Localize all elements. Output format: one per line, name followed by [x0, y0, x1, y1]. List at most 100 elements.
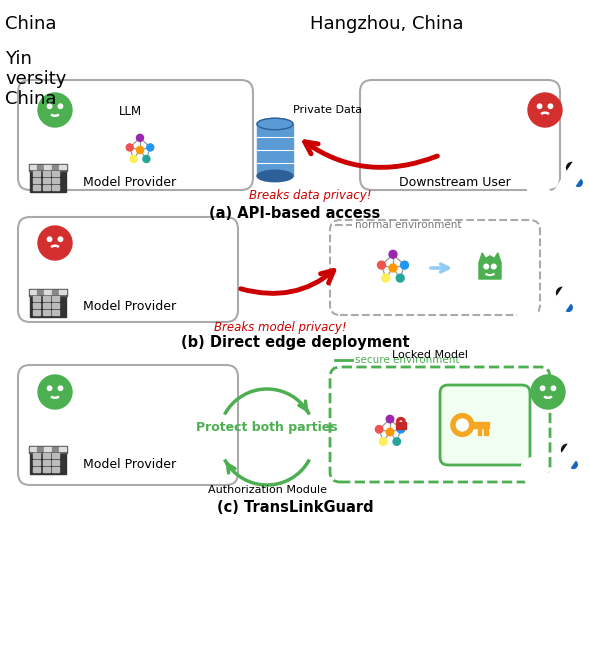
FancyBboxPatch shape: [330, 367, 550, 482]
Text: Private Data: Private Data: [293, 105, 362, 115]
Bar: [51, 291, 58, 294]
Polygon shape: [491, 253, 501, 263]
Bar: [42, 467, 50, 472]
Circle shape: [58, 386, 63, 391]
Circle shape: [38, 226, 72, 260]
Circle shape: [136, 135, 143, 141]
Bar: [58, 166, 65, 168]
Text: Protect both parties: Protect both parties: [196, 421, 338, 434]
Bar: [42, 178, 50, 183]
Bar: [31, 166, 37, 168]
Bar: [51, 166, 58, 168]
Text: secure environment: secure environment: [355, 355, 460, 365]
Circle shape: [565, 304, 572, 311]
Text: Model Provider: Model Provider: [83, 458, 176, 471]
Circle shape: [393, 438, 401, 445]
Circle shape: [548, 104, 553, 109]
Bar: [31, 447, 37, 450]
Circle shape: [379, 438, 387, 445]
Text: Hangzhou, China: Hangzhou, China: [310, 15, 464, 33]
Bar: [33, 171, 40, 176]
Bar: [42, 310, 50, 315]
FancyBboxPatch shape: [360, 80, 560, 190]
Circle shape: [540, 386, 545, 391]
Bar: [33, 453, 40, 458]
Circle shape: [47, 104, 52, 109]
Bar: [52, 178, 59, 183]
Circle shape: [566, 162, 578, 174]
Circle shape: [143, 155, 150, 162]
Bar: [52, 304, 59, 308]
Bar: [44, 447, 51, 450]
Circle shape: [528, 93, 562, 127]
Bar: [33, 178, 40, 183]
Circle shape: [378, 261, 385, 269]
Bar: [52, 310, 59, 315]
FancyBboxPatch shape: [330, 220, 540, 315]
Circle shape: [401, 261, 408, 269]
Bar: [42, 460, 50, 465]
FancyBboxPatch shape: [18, 365, 238, 485]
Text: (a) API-based access: (a) API-based access: [209, 205, 381, 220]
Circle shape: [386, 428, 394, 436]
Bar: [42, 171, 50, 176]
Bar: [396, 422, 406, 428]
Ellipse shape: [257, 118, 293, 130]
Circle shape: [556, 287, 568, 298]
Circle shape: [47, 386, 52, 391]
Bar: [44, 291, 51, 294]
Circle shape: [382, 274, 390, 282]
Bar: [33, 296, 40, 301]
Bar: [31, 293, 65, 317]
Bar: [29, 445, 67, 452]
Circle shape: [58, 104, 63, 109]
Text: versity: versity: [5, 70, 66, 88]
Text: Authorization Module: Authorization Module: [208, 485, 326, 495]
Circle shape: [575, 179, 582, 187]
Circle shape: [375, 426, 383, 433]
Bar: [42, 185, 50, 190]
Text: ✓: ✓: [494, 86, 590, 280]
Bar: [51, 447, 58, 450]
FancyBboxPatch shape: [18, 80, 253, 190]
Text: (b) Direct edge deployment: (b) Direct edge deployment: [181, 335, 409, 350]
Bar: [31, 168, 65, 192]
Bar: [29, 164, 67, 170]
Circle shape: [484, 265, 489, 269]
FancyBboxPatch shape: [18, 217, 238, 322]
Text: normal environment: normal environment: [355, 220, 461, 230]
Text: Model Provider: Model Provider: [83, 176, 176, 188]
Text: ✓: ✓: [484, 211, 590, 404]
Circle shape: [130, 155, 137, 162]
Bar: [58, 447, 65, 450]
Circle shape: [389, 264, 397, 272]
Bar: [31, 291, 37, 294]
Text: ✓: ✓: [490, 367, 590, 562]
Text: LLM: LLM: [119, 105, 142, 118]
Bar: [477, 428, 481, 436]
Text: Downstream User: Downstream User: [399, 176, 511, 188]
Circle shape: [551, 386, 556, 391]
Bar: [52, 460, 59, 465]
Bar: [42, 296, 50, 301]
Bar: [33, 304, 40, 308]
Circle shape: [38, 375, 72, 409]
Text: Breaks model privacy!: Breaks model privacy!: [214, 320, 346, 333]
Text: Locked Model: Locked Model: [392, 350, 468, 360]
Circle shape: [386, 415, 394, 423]
Bar: [33, 460, 40, 465]
Bar: [52, 467, 59, 472]
Bar: [33, 310, 40, 315]
Circle shape: [396, 274, 404, 282]
Bar: [472, 422, 489, 428]
Circle shape: [562, 445, 572, 455]
Bar: [58, 291, 65, 294]
Ellipse shape: [257, 170, 293, 182]
Polygon shape: [555, 299, 569, 308]
Text: Model Provider: Model Provider: [83, 300, 176, 313]
Bar: [44, 166, 51, 168]
Bar: [42, 453, 50, 458]
Bar: [33, 185, 40, 190]
Text: Breaks data privacy!: Breaks data privacy!: [249, 188, 371, 202]
Bar: [484, 428, 488, 436]
